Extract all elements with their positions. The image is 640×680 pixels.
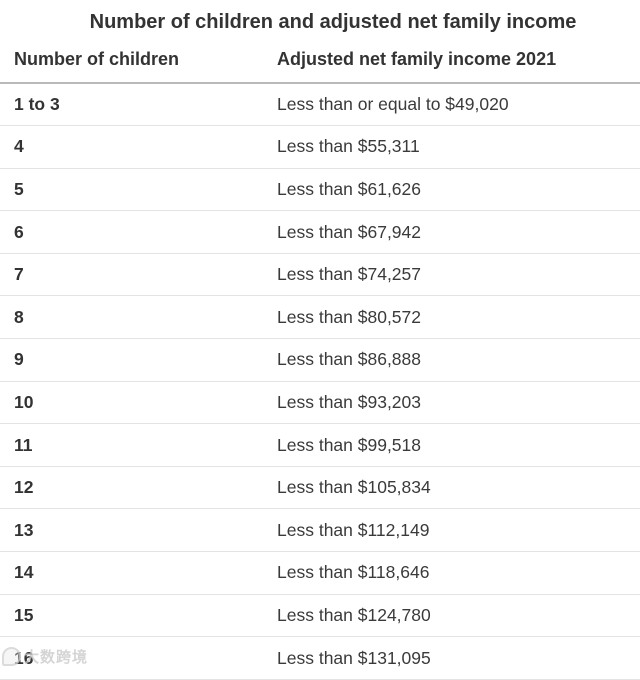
income-cell: Less than $105,834 xyxy=(263,466,640,510)
table-row: 10 Less than $93,203 xyxy=(0,381,640,425)
children-cell: 13 xyxy=(0,508,263,553)
table-row: 4 Less than $55,311 xyxy=(0,125,640,169)
children-cell: 7 xyxy=(0,253,263,297)
income-cell: Less than $118,646 xyxy=(263,551,640,595)
children-cell: 10 xyxy=(0,381,263,425)
income-cell: Less than $99,518 xyxy=(263,423,640,467)
table-row: 9 Less than $86,888 xyxy=(0,338,640,382)
table-row: 14 Less than $118,646 xyxy=(0,551,640,595)
column-header-income: Adjusted net family income 2021 xyxy=(263,36,640,84)
income-cell: Less than $61,626 xyxy=(263,168,640,212)
table-row: 12 Less than $105,834 xyxy=(0,466,640,510)
children-cell: 9 xyxy=(0,338,263,382)
income-cell: Less than $112,149 xyxy=(263,508,640,553)
children-cell: 8 xyxy=(0,295,263,340)
children-cell: 5 xyxy=(0,168,263,212)
income-cell: Less than $124,780 xyxy=(263,594,640,638)
children-cell: 15 xyxy=(0,594,263,638)
table-row: 13 Less than $112,149 xyxy=(0,508,640,553)
income-cell: Less than $131,095 xyxy=(263,636,640,680)
children-cell: 1 to 3 xyxy=(0,83,263,127)
header-row: Number of children Adjusted net family i… xyxy=(0,36,640,84)
income-cell: Less than $55,311 xyxy=(263,125,640,169)
table-row: 11 Less than $99,518 xyxy=(0,423,640,467)
income-cell: Less than $67,942 xyxy=(263,210,640,254)
children-cell: 14 xyxy=(0,551,263,595)
table-row: 6 Less than $67,942 xyxy=(0,210,640,254)
table-row: 7 Less than $74,257 xyxy=(0,253,640,297)
children-cell: 6 xyxy=(0,210,263,254)
income-cell: Less than or equal to $49,020 xyxy=(263,83,640,127)
children-cell: 16 xyxy=(0,636,263,680)
children-cell: 4 xyxy=(0,125,263,169)
children-cell: 12 xyxy=(0,466,263,510)
income-cell: Less than $93,203 xyxy=(263,381,640,425)
table-row: 1 to 3 Less than or equal to $49,020 xyxy=(0,83,640,127)
table-row: 15 Less than $124,780 xyxy=(0,594,640,638)
income-cell: Less than $74,257 xyxy=(263,253,640,297)
table-row: 16 Less than $131,095 xyxy=(0,636,640,680)
table-row: 5 Less than $61,626 xyxy=(0,168,640,212)
income-cell: Less than $86,888 xyxy=(263,338,640,382)
column-header-children: Number of children xyxy=(0,36,263,84)
income-cell: Less than $80,572 xyxy=(263,295,640,340)
table-row: 8 Less than $80,572 xyxy=(0,295,640,340)
children-cell: 11 xyxy=(0,423,263,467)
income-table: Number of children Adjusted net family i… xyxy=(0,36,640,680)
table-title: Number of children and adjusted net fami… xyxy=(89,11,577,33)
